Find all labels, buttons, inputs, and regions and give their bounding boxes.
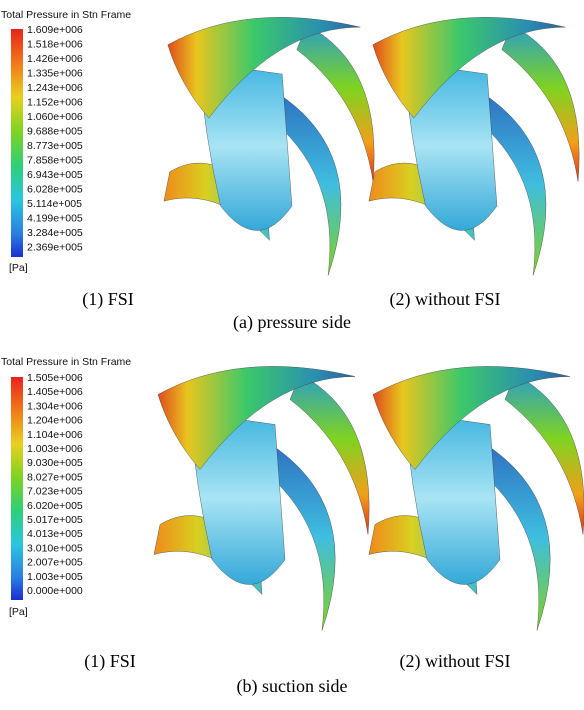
legend-label: 1.335e+006 bbox=[27, 68, 83, 80]
legend-label: 8.773e+005 bbox=[27, 140, 83, 152]
legend-label: 4.013e+005 bbox=[27, 528, 83, 540]
panel-a-images bbox=[163, 17, 580, 276]
image-caption: (2) without FSI bbox=[399, 651, 510, 672]
legend-label: 1.304e+006 bbox=[27, 400, 83, 412]
impeller-image bbox=[368, 366, 584, 631]
legend-label: 3.010e+005 bbox=[27, 542, 83, 554]
legend-label: 4.199e+005 bbox=[27, 213, 83, 225]
legend-label: 1.104e+006 bbox=[27, 429, 83, 441]
legend-label: 8.027e+005 bbox=[27, 471, 83, 483]
legend-unit: [Pa] bbox=[9, 262, 28, 274]
legend-label: 5.017e+005 bbox=[27, 514, 83, 526]
panel-caption: (a) pressure side bbox=[233, 312, 351, 333]
legend-label: 6.943e+005 bbox=[27, 169, 83, 181]
legend-label: 1.003e+005 bbox=[27, 571, 83, 583]
legend-label: 1.518e+006 bbox=[27, 39, 83, 51]
legend-label: 7.858e+005 bbox=[27, 155, 83, 167]
legend-label: 1.152e+006 bbox=[27, 97, 83, 109]
legend-label: 1.003e+006 bbox=[27, 443, 83, 455]
legend-label: 0.000e+000 bbox=[27, 585, 83, 597]
image-caption: (2) without FSI bbox=[389, 289, 500, 310]
legend-label: 2.007e+005 bbox=[27, 557, 83, 569]
color-bar bbox=[11, 29, 23, 257]
legend-label: 1.609e+006 bbox=[27, 24, 83, 36]
legend-label: 9.030e+005 bbox=[27, 457, 83, 469]
legend-label: 1.505e+006 bbox=[27, 372, 83, 384]
legend-label: 1.426e+006 bbox=[27, 53, 83, 65]
legend-label: 1.204e+006 bbox=[27, 415, 83, 427]
legend-label: 6.028e+005 bbox=[27, 184, 83, 196]
legend-label: 7.023e+005 bbox=[27, 486, 83, 498]
legend-label: 1.060e+006 bbox=[27, 111, 83, 123]
legend-title: Total Pressure in Stn Frame bbox=[1, 356, 131, 368]
impeller-image bbox=[368, 17, 580, 276]
legend-label: 2.369e+005 bbox=[27, 242, 83, 254]
panel-caption: (b) suction side bbox=[237, 676, 348, 697]
legend-label: 5.114e+005 bbox=[27, 198, 82, 210]
panel-b-images bbox=[153, 366, 584, 631]
legend-label: 1.243e+006 bbox=[27, 82, 83, 94]
color-bar bbox=[11, 377, 23, 600]
legend-label: 6.020e+005 bbox=[27, 500, 83, 512]
legend-unit: [Pa] bbox=[9, 606, 28, 618]
impeller-image bbox=[153, 366, 370, 631]
legend-label: 1.405e+006 bbox=[27, 386, 83, 398]
image-caption: (1) FSI bbox=[82, 289, 134, 310]
legend-label: 3.284e+005 bbox=[27, 227, 83, 239]
image-caption: (1) FSI bbox=[84, 651, 136, 672]
legend-title: Total Pressure in Stn Frame bbox=[1, 9, 131, 21]
legend-label: 9.688e+005 bbox=[27, 126, 83, 138]
impeller-image bbox=[163, 17, 375, 276]
